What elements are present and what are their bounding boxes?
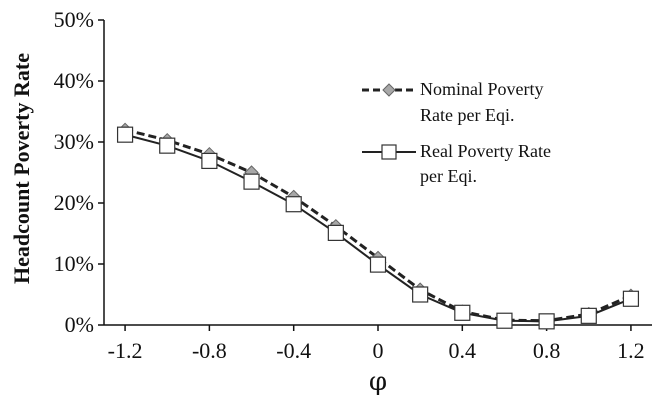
- y-tick-label: 0%: [65, 312, 94, 337]
- y-tick-label: 30%: [54, 129, 94, 154]
- legend-label: per Eqi.: [420, 166, 477, 186]
- legend-marker-0: [382, 83, 396, 97]
- x-tick-label: 0.8: [533, 338, 561, 363]
- series-1-point: [454, 304, 471, 321]
- series-1-point: [285, 196, 302, 213]
- legend-marker-1: [381, 144, 397, 160]
- series-1-point: [369, 256, 387, 273]
- x-tick-label: 1.2: [617, 338, 645, 363]
- x-tick-label: 0.4: [449, 338, 477, 363]
- legend-label: Real Poverty Rate: [420, 141, 551, 161]
- series-1-point: [580, 307, 597, 324]
- y-tick-label: 20%: [54, 190, 94, 215]
- x-tick-label: -0.8: [192, 338, 227, 363]
- x-tick-label: 0: [373, 338, 384, 363]
- legend-label: Nominal Poverty: [420, 79, 544, 99]
- legend-label: Rate per Eqi.: [420, 105, 514, 125]
- series-1-point: [159, 137, 176, 154]
- x-tick-label: -1.2: [108, 338, 143, 363]
- y-tick-label: 50%: [54, 7, 94, 32]
- y-axis-title: Headcount Poverty Rate: [9, 53, 34, 284]
- series-1-point: [116, 126, 134, 143]
- series-1-point: [327, 224, 344, 241]
- y-tick-label: 40%: [54, 68, 94, 93]
- series-1-point: [412, 286, 429, 303]
- series-1-point: [538, 313, 555, 330]
- y-tick-label: 10%: [54, 251, 94, 276]
- x-axis-title: φ: [369, 367, 387, 395]
- x-tick-label: -0.4: [276, 338, 311, 363]
- series-line-1: [124, 133, 632, 323]
- series-1-point: [622, 290, 640, 307]
- series-1-point: [201, 152, 218, 170]
- series-1-point: [496, 312, 513, 329]
- series-1-point: [243, 173, 260, 190]
